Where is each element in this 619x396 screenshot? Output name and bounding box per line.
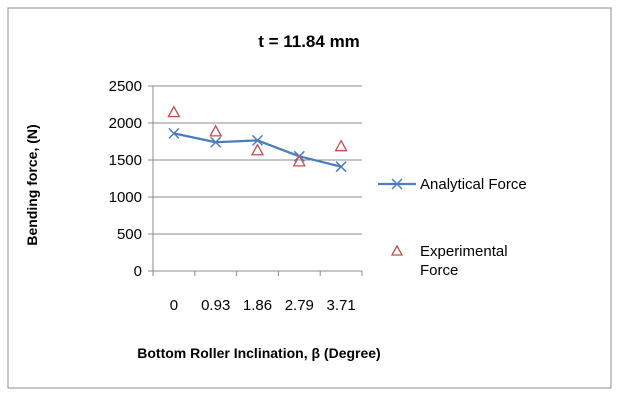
y-tick-label: 2500	[109, 78, 142, 95]
analytical-force-point	[335, 161, 347, 173]
y-axis-ticks: 0 500 1000 1500 2000 2500	[109, 78, 153, 280]
x-tick-label: 0	[170, 297, 178, 314]
y-axis-label: Bending force, (N)	[24, 124, 40, 245]
experimental-force-point	[334, 139, 348, 152]
series-experimental-force	[167, 105, 348, 167]
legend-experimental-marker	[390, 244, 404, 256]
experimental-force-point	[292, 154, 306, 167]
legend-analytical-label: Analytical Force	[420, 176, 527, 193]
x-axis-ticks: 0 0.93 1.86 2.79 3.71	[152, 271, 363, 314]
experimental-force-point	[209, 124, 223, 137]
experimental-force-point	[250, 143, 265, 156]
legend-analytical-marker	[391, 178, 403, 190]
x-tick-label: 0.93	[201, 297, 230, 314]
series-analytical-force	[168, 127, 347, 173]
legend-item-analytical: Analytical Force	[378, 176, 527, 193]
y-tick-label: 1500	[109, 152, 142, 169]
chart-title: t = 11.84 mm	[258, 32, 360, 51]
legend: Analytical Force Experimental Force	[378, 176, 527, 279]
x-axis-label: Bottom Roller Inclination, β (Degree)	[137, 345, 380, 361]
x-tick-label: 3.71	[326, 297, 355, 314]
legend-item-experimental: Experimental Force	[390, 243, 508, 279]
y-tick-label: 1000	[109, 189, 142, 206]
analytical-force-point	[251, 134, 264, 146]
chart-border	[7, 7, 612, 389]
analytical-force-point	[168, 127, 180, 139]
y-tick-label: 2000	[109, 115, 142, 132]
y-tick-label: 500	[117, 226, 142, 243]
gridlines	[153, 85, 362, 235]
legend-experimental-label: Experimental Force	[420, 243, 508, 279]
y-tick-label: 0	[134, 263, 142, 280]
experimental-force-point	[167, 105, 181, 118]
x-tick-label: 2.79	[285, 297, 314, 314]
x-tick-label: 1.86	[243, 297, 272, 314]
analytical-force-point	[210, 136, 222, 148]
